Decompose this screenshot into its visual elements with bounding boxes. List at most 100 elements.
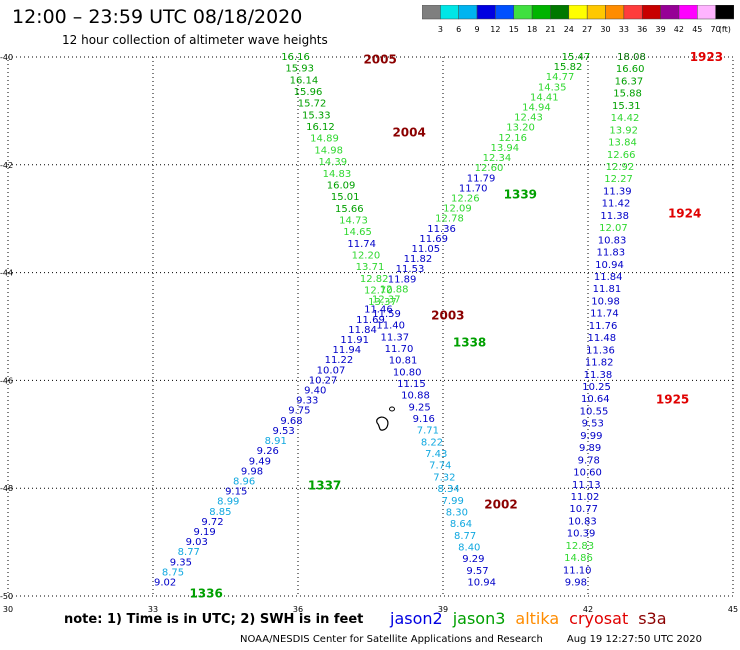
color-scale-tick: 27 xyxy=(582,25,592,34)
wave-height-value: 12.37 xyxy=(372,295,401,306)
color-swatch xyxy=(623,5,643,20)
color-swatch xyxy=(605,5,625,20)
wave-height-value: 16.37 xyxy=(615,76,644,87)
wave-height-value: 13.37 xyxy=(368,297,397,308)
wave-height-value: 10.88 xyxy=(401,391,430,402)
wave-height-value: 8.77 xyxy=(178,547,200,558)
wave-height-value: 12.43 xyxy=(514,113,543,124)
color-scale-tick: 6 xyxy=(456,25,461,34)
wave-height-value: 11.94 xyxy=(332,345,361,356)
color-swatch xyxy=(422,5,441,20)
wave-height-value: 15.72 xyxy=(298,99,327,110)
lon-tick-label: 36 xyxy=(293,605,303,614)
color-swatch xyxy=(531,5,551,20)
legend-s3a: s3a xyxy=(638,609,667,628)
pass-time-labels: 2005 2004 2003 2002 1339 1338 1337 1336 1923 1924… xyxy=(189,50,723,600)
color-swatch xyxy=(678,5,698,20)
wave-height-value: 16.09 xyxy=(327,181,356,192)
wave-height-value: 9.53 xyxy=(582,419,604,430)
wave-height-value: 11.74 xyxy=(590,309,619,320)
pass-time-label: 1337 xyxy=(308,479,341,493)
wave-height-value: 11.46 xyxy=(364,305,393,316)
wave-height-value: 9.98 xyxy=(241,466,263,477)
wave-height-value: 9.78 xyxy=(578,455,600,466)
page-title: 12:00 – 23:59 UTC 08/18/2020 xyxy=(12,6,303,28)
color-scale-tick: 21 xyxy=(545,25,555,34)
wave-height-value: 11.38 xyxy=(600,211,629,222)
wave-height-value: 7.32 xyxy=(433,472,455,483)
pass-time-label: 1336 xyxy=(189,586,222,600)
wave-height-value: 10.81 xyxy=(389,356,418,367)
wave-height-value: 16.60 xyxy=(616,64,645,75)
color-swatch xyxy=(495,5,515,20)
wave-height-value: 15.33 xyxy=(302,110,331,121)
wave-height-value: 8.96 xyxy=(233,477,255,488)
map-grid xyxy=(7,56,734,597)
wave-height-value: 11.70 xyxy=(459,183,488,194)
wave-height-value: 7.74 xyxy=(429,461,451,472)
wave-height-value: 8.85 xyxy=(209,507,231,518)
wave-height-value: 9.29 xyxy=(462,554,484,565)
legend-cryosat: cryosat xyxy=(569,609,629,628)
wave-height-value: 10.80 xyxy=(393,367,422,378)
footer: NOAA/NESDIS Center for Satellite Applica… xyxy=(240,634,726,645)
wave-height-value: 14.98 xyxy=(314,145,343,156)
wave-height-value: 11.83 xyxy=(596,248,625,259)
lon-tick-label: 30 xyxy=(3,605,13,614)
wave-height-value: 12.82 xyxy=(360,274,389,285)
wave-height-value: 12.83 xyxy=(565,541,594,552)
wave-height-value: 12.60 xyxy=(475,163,504,174)
pass-time-label: 1925 xyxy=(656,392,689,406)
wave-height-value: 11.40 xyxy=(376,321,405,332)
wave-height-value: 10.64 xyxy=(581,394,610,405)
wave-height-value: 9.15 xyxy=(225,487,247,498)
wave-height-value: 14.39 xyxy=(318,157,347,168)
color-swatch xyxy=(586,5,606,20)
wave-height-value: 10.83 xyxy=(568,516,597,527)
pass-time-label: 2002 xyxy=(484,497,517,511)
wave-height-value: 12.78 xyxy=(435,214,464,225)
wave-height-value: 11.05 xyxy=(411,244,440,255)
wave-height-tracks: 16.1615.9316.1415.9615.7215.3316.1214.89… xyxy=(154,52,646,589)
wave-height-value: 11.38 xyxy=(584,370,613,381)
wave-height-value: 9.40 xyxy=(304,386,326,397)
wave-height-value: 8.30 xyxy=(446,508,468,519)
wave-height-value: 16.16 xyxy=(281,52,310,63)
wave-height-value: 13.92 xyxy=(609,125,638,136)
wave-height-value: 18.08 xyxy=(617,52,646,63)
wave-height-value: 11.69 xyxy=(356,315,385,326)
lat-tick-label: -46 xyxy=(0,376,13,385)
lon-tick-label: 42 xyxy=(583,605,593,614)
wave-height-value: 9.98 xyxy=(565,578,587,589)
lat-tick-label: -50 xyxy=(0,592,13,601)
wave-height-value: 15.47 xyxy=(562,52,591,63)
wave-height-value: 9.02 xyxy=(154,578,176,589)
wave-height-value: 7.71 xyxy=(417,426,439,437)
color-scale-tick: 3 xyxy=(438,25,443,34)
color-scale-tick: 36 xyxy=(637,25,647,34)
wave-height-value: 11.22 xyxy=(325,355,354,366)
footer-credit: NOAA/NESDIS Center for Satellite Applica… xyxy=(240,634,543,645)
wave-height-value: 10.55 xyxy=(580,406,609,417)
color-scale-tick: 39 xyxy=(656,25,666,34)
wave-height-value: 11.81 xyxy=(593,284,622,295)
wave-height-value: 10.94 xyxy=(467,578,496,589)
wave-height-value: 11.36 xyxy=(586,345,615,356)
satellite-legend: jason2 jason3 altika cryosat s3a xyxy=(390,609,677,628)
color-scale-tick: 33 xyxy=(619,25,629,34)
wave-height-value: 11.15 xyxy=(397,379,426,390)
wave-height-value: 11.10 xyxy=(563,565,592,576)
wave-height-value: 14.65 xyxy=(343,227,372,238)
wave-height-value: 11.69 xyxy=(419,234,448,245)
wave-height-value: 11.89 xyxy=(388,274,417,285)
color-scale-bar: 3 6 9 12 15 18 21 24 27 30 33 36 39 42 45 70(ft) xyxy=(422,5,734,34)
wave-height-value: 11.53 xyxy=(396,264,425,275)
wave-height-value: 10.25 xyxy=(582,382,611,393)
wave-height-value: 9.16 xyxy=(413,414,435,425)
color-swatch xyxy=(697,5,716,20)
wave-height-value: 11.84 xyxy=(348,325,377,336)
wave-height-value: 11.91 xyxy=(340,335,369,346)
wave-height-value: 9.25 xyxy=(408,402,430,413)
color-scale-tick: 18 xyxy=(527,25,537,34)
wave-height-value: 16.14 xyxy=(290,75,319,86)
